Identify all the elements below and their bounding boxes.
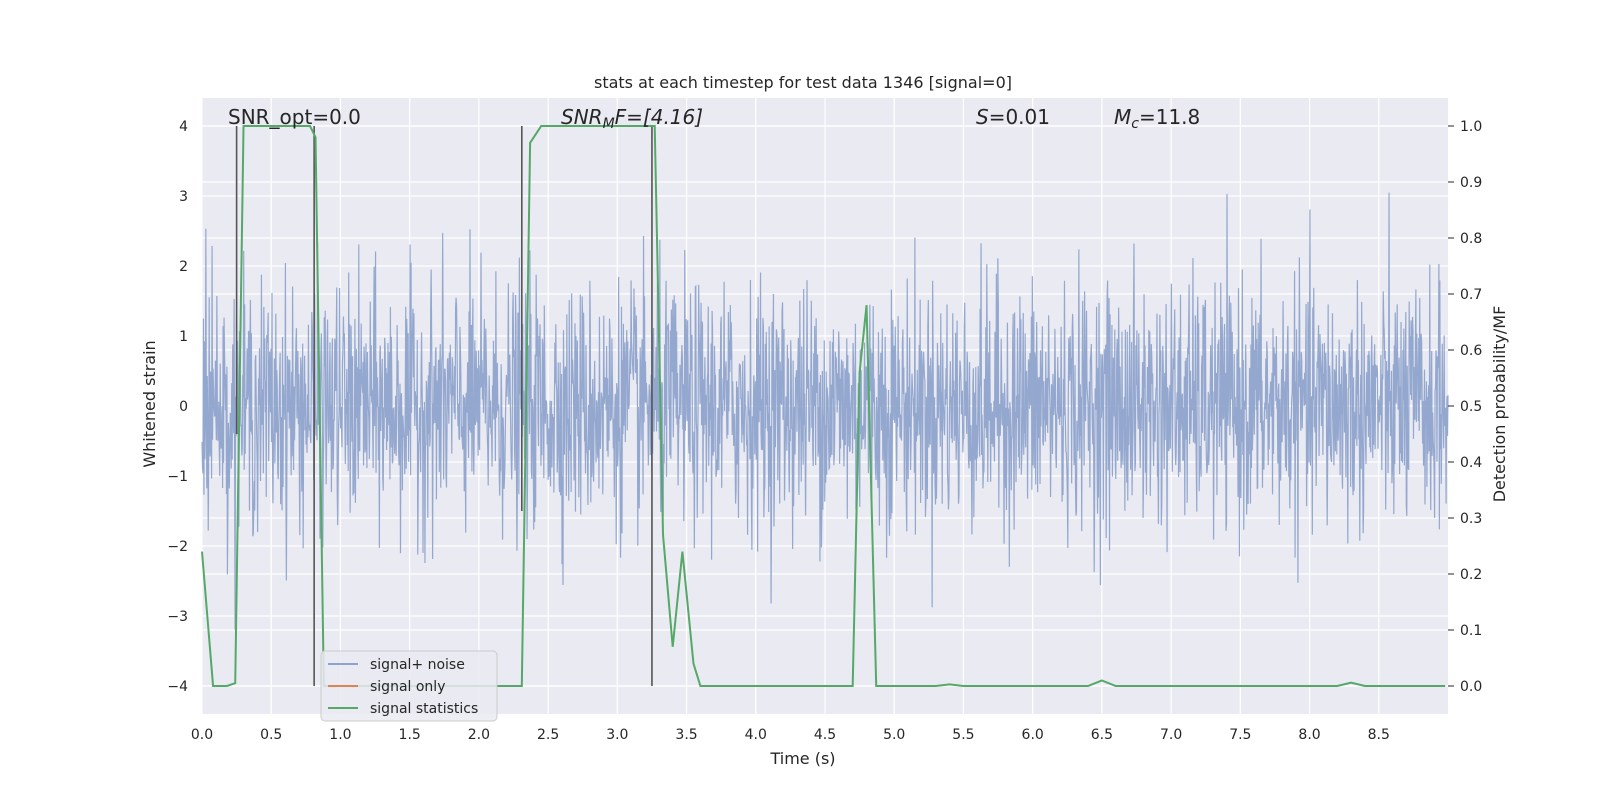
y-tick-label-left: −1 — [167, 469, 188, 485]
y-tick-label-right: 0.1 — [1460, 623, 1482, 639]
x-tick-label: 4.5 — [814, 727, 836, 743]
x-tick-label: 2.5 — [537, 727, 559, 743]
annotation-mc-main: M — [1114, 105, 1131, 129]
chart-title: stats at each timestep for test data 134… — [594, 73, 1012, 92]
x-tick-label: 4.0 — [745, 727, 767, 743]
annotation-snr-mf-main: SNR — [561, 105, 603, 129]
x-tick-label: 0.0 — [191, 727, 213, 743]
y-tick-label-right: 0.2 — [1460, 567, 1482, 583]
y-tick-label-right: 1.0 — [1460, 119, 1482, 135]
legend-label-signal-statistics: signal statistics — [370, 701, 478, 717]
annotation-mc-rest: =11.8 — [1139, 105, 1200, 129]
x-tick-label: 5.0 — [883, 727, 905, 743]
y-tick-label-left: 3 — [179, 189, 188, 205]
series-signal-noise — [201, 192, 1449, 630]
annotation-snr-mf: SNRMF=[4.16] — [561, 105, 703, 132]
annotation-s-rest: =0.01 — [989, 105, 1050, 129]
x-tick-label: 6.5 — [1091, 727, 1113, 743]
ticks: 0.0 0.5 1.0 1.5 2.0 2.5 3.0 3.5 4.0 4.5 5.0 5.5 6.0 6… — [167, 119, 1482, 743]
y-tick-label-left: −3 — [167, 609, 188, 625]
y-tick-label-right: 0.7 — [1460, 287, 1482, 303]
x-tick-label: 8.0 — [1298, 727, 1320, 743]
annotation-snr-opt: SNR_opt=0.0 — [228, 105, 361, 129]
x-tick-label: 3.0 — [606, 727, 628, 743]
y-tick-label-right: 0.4 — [1460, 455, 1482, 471]
legend: signal+ noise signal only signal statist… — [320, 650, 498, 722]
y-tick-label-left: −2 — [167, 539, 188, 555]
x-tick-label: 5.5 — [952, 727, 974, 743]
y-tick-label-left: 0 — [179, 399, 188, 415]
x-axis-label: Time (s) — [769, 749, 835, 768]
x-tick-label: 1.0 — [329, 727, 351, 743]
annotation-snr-mf-rest: F=[4.16] — [615, 105, 703, 129]
y-tick-label-right: 0.0 — [1460, 679, 1482, 695]
x-tick-label: 3.5 — [675, 727, 697, 743]
x-tick-label: 1.5 — [399, 727, 421, 743]
legend-box — [320, 650, 498, 722]
y-tick-label-right: 0.6 — [1460, 343, 1482, 359]
y-tick-label-left: 2 — [179, 259, 188, 275]
y-tick-label-right: 0.9 — [1460, 175, 1482, 191]
annotation-mc-sub: c — [1131, 116, 1139, 132]
y-tick-label-left: −4 — [167, 679, 188, 695]
x-tick-label: 8.5 — [1368, 727, 1390, 743]
noise-trace — [201, 192, 1449, 630]
y-axis-label-left: Whitened strain — [140, 340, 159, 467]
series-signal-statistics — [201, 125, 1446, 687]
statistics-line — [201, 125, 1446, 687]
x-tick-label: 7.0 — [1160, 727, 1182, 743]
x-tick-label: 6.0 — [1022, 727, 1044, 743]
y-tick-label-right: 0.5 — [1460, 399, 1482, 415]
annotation-mc: Mc=11.8 — [1114, 105, 1200, 132]
y-tick-label-left: 4 — [179, 119, 188, 135]
x-tick-label: 7.5 — [1229, 727, 1251, 743]
x-tick-label: 2.0 — [468, 727, 490, 743]
legend-label-signal-only: signal only — [370, 679, 445, 695]
annotation-s: S=0.01 — [976, 105, 1050, 129]
annotation-s-main: S — [976, 105, 989, 129]
y-axis-label-right: Detection probability/MF — [1490, 306, 1509, 503]
y-tick-label-right: 0.3 — [1460, 511, 1482, 527]
annotation-snr-mf-sub: M — [603, 116, 615, 132]
legend-label-signal-noise: signal+ noise — [370, 657, 465, 673]
x-tick-label: 0.5 — [260, 727, 282, 743]
vertical-markers — [235, 126, 653, 686]
y-tick-label-left: 1 — [179, 329, 188, 345]
y-tick-label-right: 0.8 — [1460, 231, 1482, 247]
